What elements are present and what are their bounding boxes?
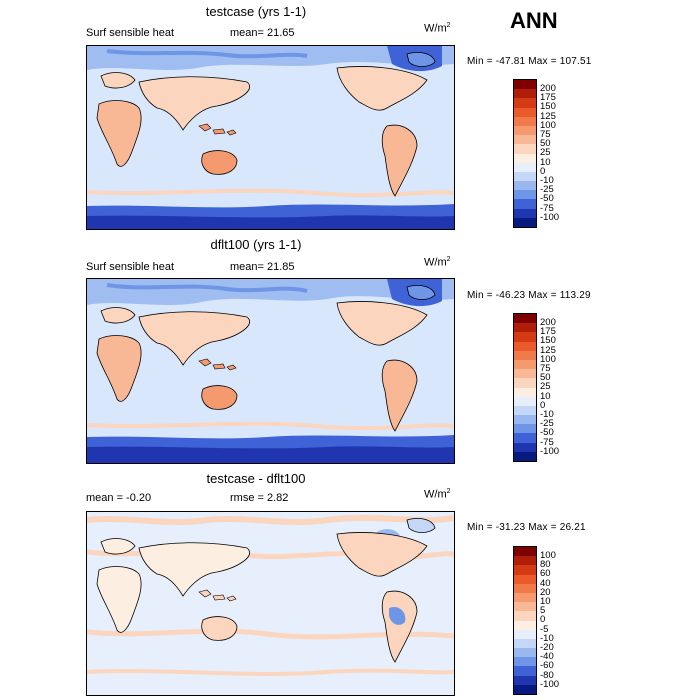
panel3-colorbar — [513, 546, 537, 695]
panel2-colorbar — [513, 313, 537, 462]
panel3-mean: mean = -0.20 — [86, 492, 152, 504]
panel1-minmax: Min = -47.81 Max = 107.51 — [467, 56, 592, 67]
season-label: ANN — [510, 8, 558, 33]
panel3-title: testcase - dflt100 — [206, 471, 306, 486]
panel1-units: W/m2 — [424, 22, 451, 35]
panel2-title: dflt100 (yrs 1-1) — [210, 237, 302, 252]
panel3-map — [86, 511, 455, 696]
panel3-rmse: rmse = 2.82 — [230, 492, 289, 504]
panel3-minmax: Min = -31.23 Max = 26.21 — [467, 522, 586, 533]
panel3-units: W/m2 — [424, 488, 451, 501]
panel2-map — [86, 278, 455, 464]
panel2-minmax: Min = -46.23 Max = 113.29 — [467, 290, 591, 301]
panel1-map — [86, 45, 455, 230]
panel1-variable-label: Surf sensible heat — [86, 27, 175, 39]
panel1-title: testcase (yrs 1-1) — [205, 4, 307, 19]
panel2-colorbar-labels: 200 175 150 125 100 75 50 25 10 0 -10 -25 -50-… — [540, 317, 560, 457]
panel1-colorbar-labels: 200 175 150 125 100 75 50 25 10 0 -10 -25 -50-… — [540, 83, 560, 223]
panel1-colorbar — [513, 79, 537, 228]
panel2-variable-label: Surf sensible heat — [86, 261, 175, 273]
panel2-mean: mean= 21.85 — [230, 261, 295, 273]
panel1-mean: mean= 21.65 — [230, 27, 295, 39]
panel2-units: W/m2 — [424, 256, 451, 269]
